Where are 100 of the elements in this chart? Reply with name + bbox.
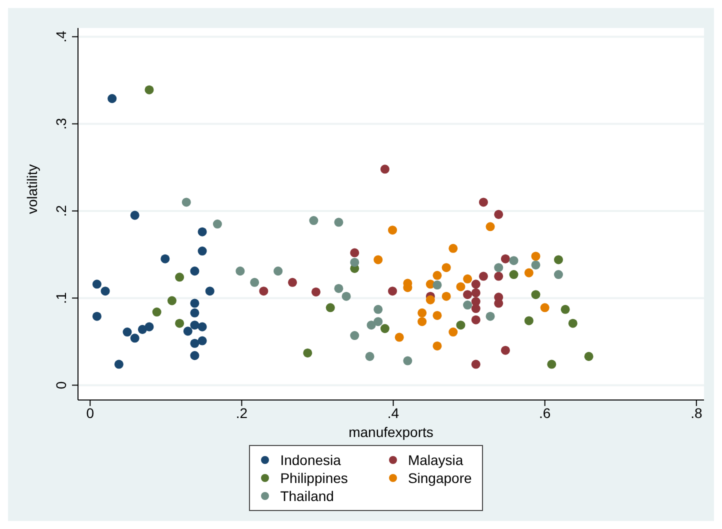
point <box>190 338 200 348</box>
point <box>494 272 504 281</box>
point <box>190 320 200 330</box>
point <box>374 304 383 314</box>
point <box>456 282 466 292</box>
point <box>374 255 383 264</box>
point <box>584 352 594 361</box>
point <box>334 218 344 227</box>
point <box>471 315 480 324</box>
point <box>463 290 472 300</box>
y-tick-label: 0 <box>53 381 69 390</box>
point <box>190 308 200 318</box>
point <box>531 260 540 270</box>
point <box>190 266 200 276</box>
point <box>388 286 398 296</box>
x-tick-label: 0 <box>86 404 94 421</box>
point <box>478 198 488 207</box>
point <box>198 227 207 236</box>
legend-label: Philippines <box>280 470 348 486</box>
point <box>309 216 318 226</box>
point <box>442 292 451 301</box>
point <box>448 328 458 337</box>
legend-label: Thailand <box>280 488 334 504</box>
point <box>554 255 564 264</box>
x-tick-label: .2 <box>236 404 248 421</box>
point <box>190 351 200 360</box>
point <box>486 222 495 232</box>
point <box>471 360 480 369</box>
point <box>374 317 383 326</box>
point <box>380 324 390 334</box>
point <box>471 288 480 298</box>
point <box>130 210 140 220</box>
point <box>175 272 184 282</box>
point <box>183 326 192 336</box>
point <box>152 308 162 317</box>
point <box>568 318 578 328</box>
point <box>524 268 534 278</box>
point <box>432 341 442 350</box>
point <box>100 286 110 296</box>
point <box>92 312 102 321</box>
legend-label: Indonesia <box>280 452 341 468</box>
point <box>350 331 360 340</box>
point <box>494 210 504 219</box>
y-tick-label: .2 <box>53 204 69 217</box>
point <box>418 317 427 326</box>
point <box>205 286 214 296</box>
point <box>365 352 374 361</box>
point <box>547 360 556 369</box>
x-tick-label: .8 <box>690 404 702 421</box>
point <box>342 292 351 301</box>
y-tick-label: .4 <box>53 30 69 43</box>
point <box>500 254 510 264</box>
point <box>463 274 472 284</box>
point <box>509 270 518 280</box>
point <box>478 272 488 281</box>
point <box>524 316 534 326</box>
point <box>250 278 260 287</box>
point <box>130 334 140 343</box>
point <box>471 280 480 289</box>
legend-label: Malaysia <box>408 452 464 468</box>
point <box>560 304 570 314</box>
x-tick-label: .4 <box>387 404 400 421</box>
point <box>167 296 176 306</box>
point <box>366 320 376 330</box>
point <box>418 308 427 318</box>
point <box>486 312 495 321</box>
point <box>456 320 466 330</box>
point <box>500 346 510 355</box>
point <box>388 226 398 235</box>
point <box>160 254 170 264</box>
point <box>198 336 207 346</box>
point <box>182 198 191 207</box>
point <box>212 220 222 229</box>
point <box>175 318 184 328</box>
point <box>144 85 154 94</box>
y-tick-label: .1 <box>53 292 69 304</box>
x-axis-title: manufexports <box>348 424 434 440</box>
point <box>326 303 335 312</box>
point <box>190 298 200 308</box>
y-axis-title: volatility <box>24 164 40 214</box>
point <box>394 332 404 342</box>
point <box>350 258 360 267</box>
point <box>108 94 117 104</box>
point <box>334 284 344 293</box>
point <box>494 263 504 272</box>
point <box>236 266 245 276</box>
x-tick-label: .6 <box>539 404 551 421</box>
point <box>426 295 435 304</box>
point <box>311 287 320 296</box>
point <box>303 348 312 358</box>
point <box>432 270 442 280</box>
point <box>350 248 360 258</box>
point <box>432 280 442 290</box>
point <box>288 278 297 287</box>
point <box>531 290 540 300</box>
point <box>274 266 283 276</box>
point <box>509 256 518 266</box>
y-tick-label: .3 <box>53 118 69 130</box>
point <box>114 360 124 369</box>
point <box>92 280 102 289</box>
